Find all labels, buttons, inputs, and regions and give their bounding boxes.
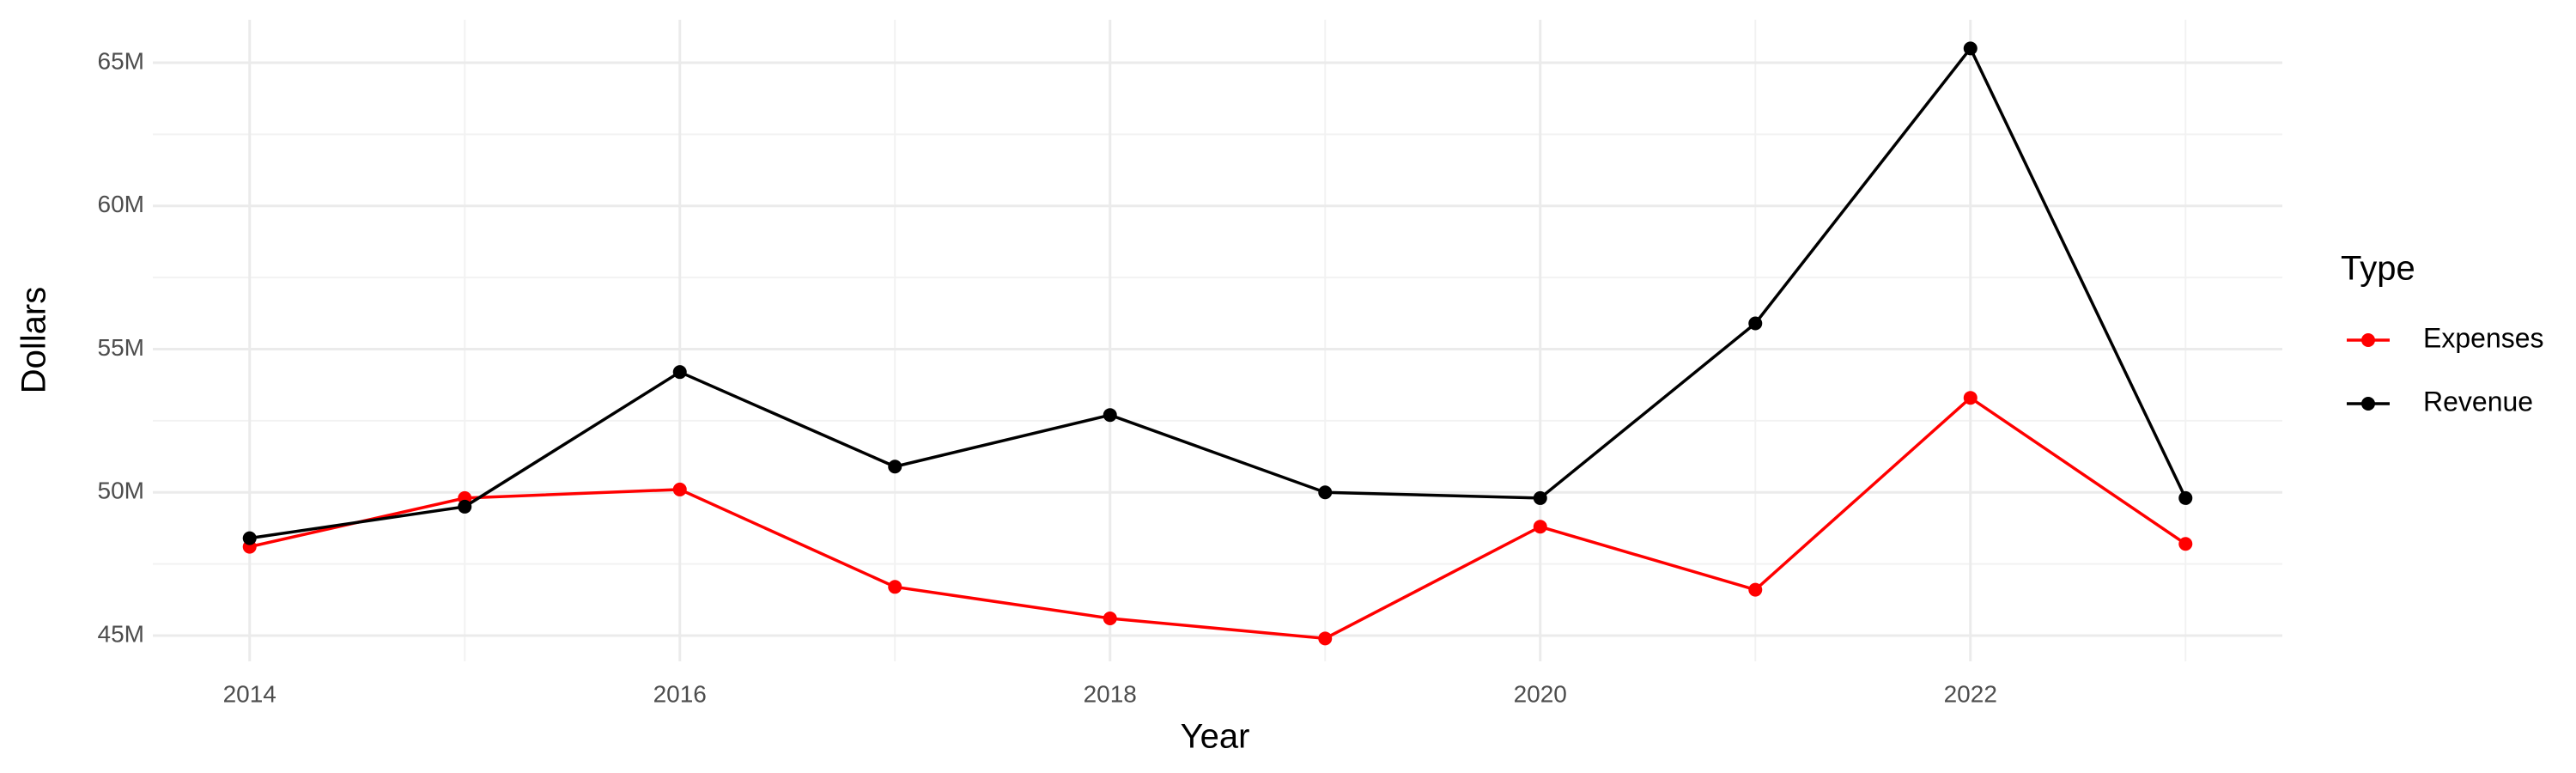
point bbox=[1318, 485, 1333, 500]
point bbox=[1103, 611, 1117, 625]
y-tick-label: 65M bbox=[98, 47, 144, 74]
y-tick-label: 55M bbox=[98, 334, 144, 361]
x-tick-label: 2022 bbox=[1944, 680, 1997, 707]
legend-point bbox=[2361, 397, 2375, 411]
point bbox=[888, 580, 902, 594]
point bbox=[1533, 490, 1547, 505]
point bbox=[1533, 520, 1547, 534]
grid bbox=[153, 20, 2282, 661]
line bbox=[249, 395, 2187, 641]
x-tick-label: 2014 bbox=[223, 680, 276, 707]
x-tick-label: 2020 bbox=[1514, 680, 1567, 707]
y-tick-label: 45M bbox=[98, 620, 144, 647]
legend-title: Type bbox=[2341, 250, 2415, 288]
legend-point bbox=[2361, 333, 2375, 347]
point bbox=[458, 499, 472, 514]
point bbox=[1963, 41, 1978, 56]
point bbox=[1748, 582, 1763, 597]
line bbox=[249, 46, 2187, 540]
x-axis-title: Year bbox=[1181, 718, 1250, 756]
y-tick-label: 50M bbox=[98, 478, 144, 504]
point bbox=[672, 482, 687, 496]
point bbox=[1318, 631, 1333, 646]
point bbox=[1103, 408, 1117, 423]
point bbox=[242, 531, 257, 545]
legend-label: Revenue bbox=[2423, 386, 2533, 417]
legend-label: Expenses bbox=[2423, 322, 2544, 353]
point bbox=[2178, 537, 2193, 551]
point bbox=[888, 460, 902, 474]
point bbox=[1748, 316, 1763, 331]
point bbox=[1963, 391, 1978, 405]
y-tick-label: 60M bbox=[98, 191, 144, 217]
point bbox=[672, 365, 687, 380]
point bbox=[2178, 490, 2193, 505]
y-axis-title: Dollars bbox=[15, 287, 53, 393]
x-tick-label: 2016 bbox=[653, 680, 707, 707]
x-tick-label: 2018 bbox=[1084, 680, 1137, 707]
